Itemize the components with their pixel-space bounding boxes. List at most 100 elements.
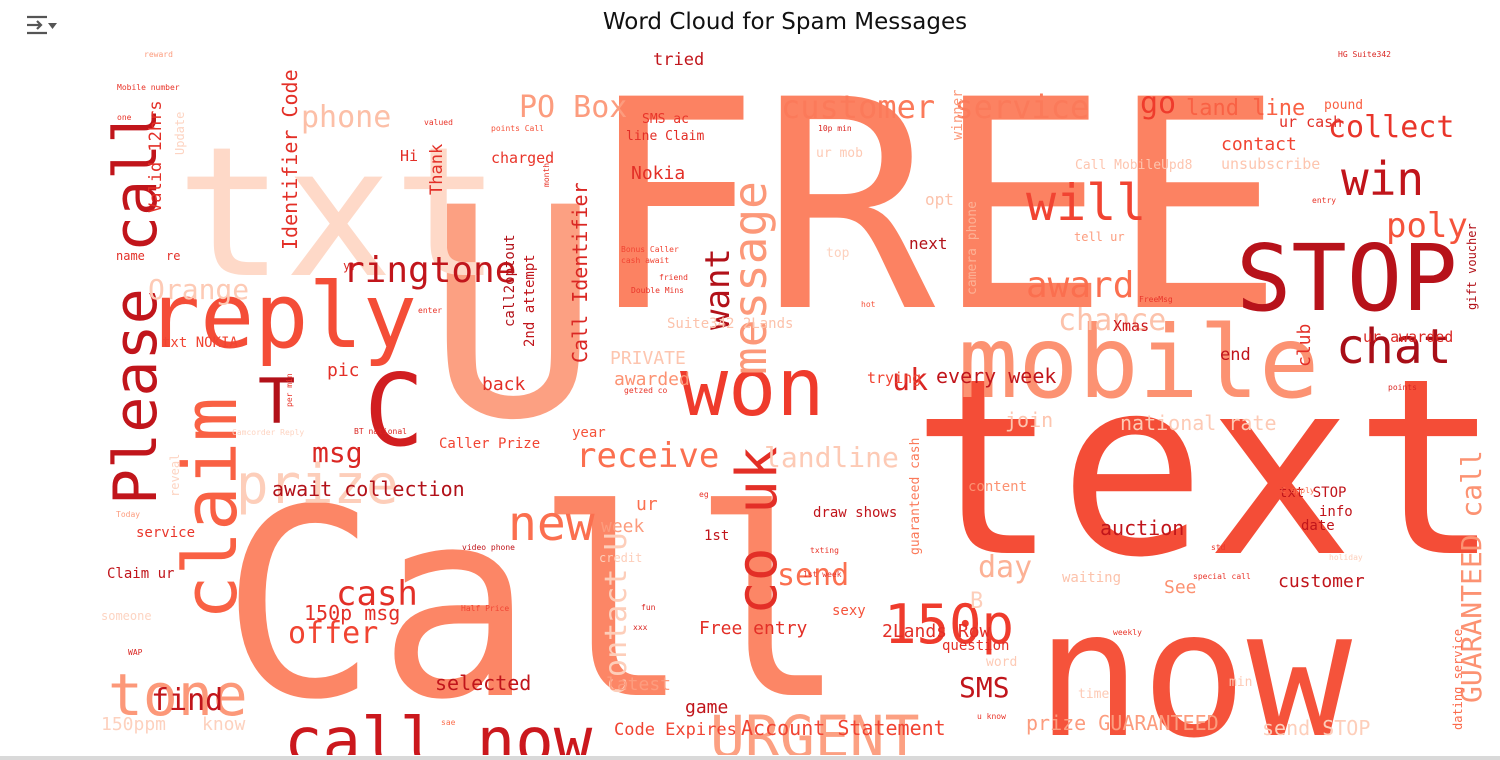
- word-sms-ac: SMS ac: [642, 112, 689, 127]
- word-please-call: Please call: [101, 108, 171, 505]
- word-go: go: [1140, 86, 1176, 121]
- chart-title: Word Cloud for Spam Messages: [602, 9, 968, 35]
- word-update: Update: [173, 112, 187, 155]
- word-receive: receive: [576, 436, 719, 476]
- word-one: one: [117, 113, 132, 122]
- word-selected: selected: [435, 671, 531, 695]
- word-collect: collect: [1328, 110, 1454, 145]
- word-cash-await: cash await: [621, 256, 669, 265]
- word-week: week: [601, 516, 645, 537]
- word-won: won: [680, 341, 825, 434]
- word-guaranteed-cash: guaranteed cash: [908, 438, 923, 555]
- word-stop: STOP: [1236, 225, 1458, 332]
- word-game: game: [685, 697, 728, 718]
- word-text: text: [911, 326, 1500, 611]
- word-back: back: [482, 374, 526, 395]
- word-std: std: [1211, 543, 1226, 552]
- word-b: B: [970, 589, 983, 614]
- word-charged: charged: [491, 149, 554, 167]
- word-txt-stop: txt STOP: [1279, 485, 1346, 501]
- word-contact-u: contact U: [599, 532, 634, 695]
- word-hi: Hi: [400, 147, 418, 165]
- word-credit: credit: [599, 551, 642, 565]
- word-ur: ur: [636, 494, 658, 515]
- output-divider: [0, 756, 1500, 760]
- word-next: next: [909, 234, 948, 253]
- word-2nd-attempt: 2nd attempt: [522, 254, 538, 347]
- word-po-box: PO Box: [519, 90, 627, 125]
- word-call-mobileupd8: Call MobileUpd8: [1075, 158, 1192, 173]
- word-award: award: [1026, 265, 1134, 306]
- word-prize-guaranteed: prize GUARANTEED: [1026, 711, 1219, 735]
- word-2lands-row: 2Lands Row: [882, 621, 991, 642]
- word-free-entry: Free entry: [699, 618, 808, 639]
- word-u-know: u know: [977, 712, 1006, 721]
- word-t: T: [258, 365, 295, 438]
- word-opt: opt: [925, 190, 954, 209]
- word-camera-phone: camera phone: [965, 201, 980, 295]
- word-co-uk: co uk: [725, 446, 790, 615]
- word-send-stop: send STOP: [1262, 716, 1370, 740]
- word-msg: msg: [312, 436, 363, 469]
- word-special-call: special call: [1193, 572, 1251, 581]
- word-line-claim: line Claim: [626, 129, 704, 144]
- word-time: time: [1078, 687, 1109, 702]
- word-xmas: Xmas: [1113, 317, 1149, 335]
- word-customer-service: customer service: [781, 88, 1089, 126]
- word-bt-national: BT national: [354, 427, 407, 436]
- word-txt-nokia: txt NOKIA: [162, 335, 238, 351]
- word-yr: yr: [343, 259, 357, 273]
- word-club: club: [1294, 324, 1315, 367]
- word-valid-12hrs: Valid 12hrs: [146, 100, 166, 213]
- word-tone: tone: [108, 661, 248, 729]
- word-1st-week: 1st week: [803, 570, 842, 579]
- word-u: U: [426, 147, 601, 484]
- word-win: win: [1341, 152, 1424, 206]
- word-call2optout: call2optout: [502, 234, 518, 327]
- word-re: re: [166, 249, 180, 263]
- word-customer: customer: [1278, 571, 1365, 592]
- word-guaranteed-call: GUARANTEED call: [1455, 450, 1488, 703]
- word-150ppm: 150ppm: [101, 714, 166, 735]
- word-half-price: Half Price: [461, 604, 509, 613]
- word-month: month: [542, 163, 551, 187]
- word-day: day: [978, 550, 1032, 585]
- word-will: will: [1026, 174, 1146, 232]
- word-reward: reward: [144, 50, 173, 59]
- word-call-now: call now: [284, 705, 593, 755]
- word-every-week: every week: [936, 364, 1056, 388]
- word-account-statement: Account Statement: [741, 716, 946, 740]
- word-txt: txt: [176, 109, 501, 318]
- word-c-apply: C apply: [1281, 486, 1315, 495]
- word-date: date: [1301, 518, 1335, 534]
- word-trying: trying: [867, 369, 921, 387]
- word-waiting: waiting: [1062, 570, 1121, 586]
- word-cash: cash: [336, 574, 418, 614]
- word-free: FREE: [586, 45, 1284, 376]
- word-reply: reply: [146, 264, 417, 369]
- word-send: send: [777, 558, 849, 593]
- word-word: word: [986, 655, 1017, 670]
- word-ur-cash: ur cash: [1279, 113, 1342, 131]
- word-hg-suite342: HG Suite342: [1338, 50, 1391, 59]
- word-points-call: points Call: [491, 124, 544, 133]
- word-ringtone: ringtone: [343, 250, 516, 291]
- word-hot: hot: [861, 300, 876, 309]
- word-suite342-2lands: Suite342 2Lands: [667, 316, 793, 332]
- word-freemsg: FreeMsg: [1139, 295, 1173, 304]
- word-valued: valued: [424, 118, 453, 127]
- word-nokia: Nokia: [631, 163, 685, 184]
- word-poly: poly: [1386, 206, 1468, 246]
- word-150p: 150p: [884, 593, 1014, 656]
- word-caller-prize: Caller Prize: [439, 436, 540, 452]
- word-ur-mob: ur mob: [816, 146, 863, 161]
- word-today: Today: [116, 510, 140, 519]
- word-landline: landline: [764, 441, 899, 474]
- word-bonus-caller: Bonus Caller: [621, 245, 679, 254]
- word-chance: chance: [1058, 303, 1166, 338]
- output-collapse-icon[interactable]: [24, 12, 60, 42]
- word-dating-service: dating service: [1451, 629, 1465, 730]
- word-chat: chat: [1336, 319, 1452, 375]
- word-unsubscribe: unsubscribe: [1221, 155, 1320, 173]
